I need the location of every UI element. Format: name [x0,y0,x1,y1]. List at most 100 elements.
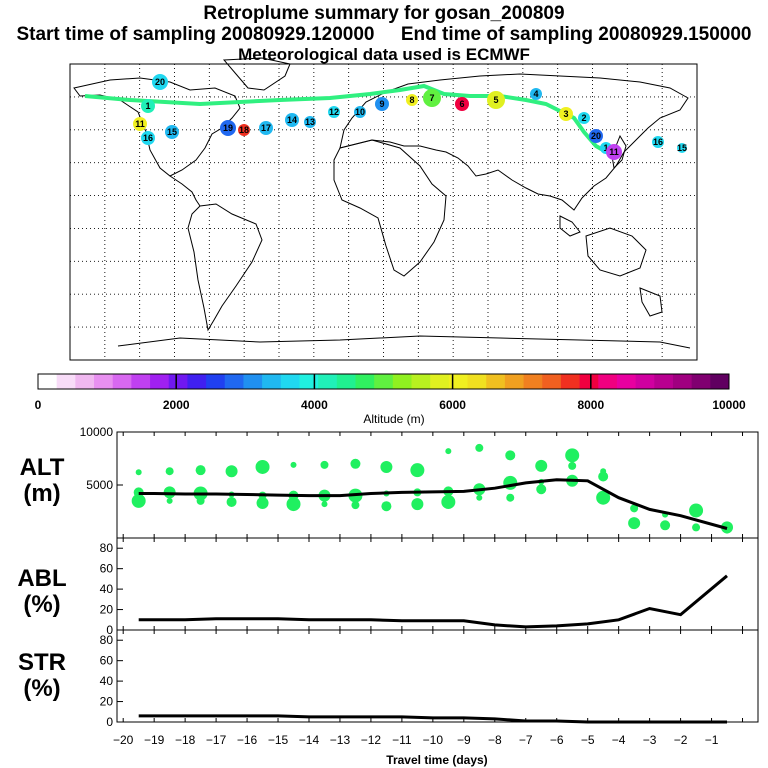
colorbar-tick-label: 8000 [577,398,604,412]
panel-unit: (%) [23,591,60,618]
colorbar-swatch [280,374,300,389]
panel-unit: (m) [23,480,60,507]
coastline-segment [639,287,663,317]
map-marker [375,97,389,111]
x-axis-label: Travel time (days) [386,753,487,767]
x-tick-label: −14 [299,733,320,747]
series-line [138,478,728,530]
x-tick-label: −15 [268,733,289,747]
colorbar-swatch [150,374,170,389]
alt-scatter-point [441,494,456,509]
alt-scatter-point [565,448,580,463]
alt-scatter-point [290,461,297,468]
colorbar-swatch [560,374,581,389]
colorbar-swatch [672,374,693,389]
map-marker [455,97,469,111]
colorbar-swatch [336,374,356,389]
x-tick-label: −17 [206,733,227,747]
colorbar-swatch [94,374,114,389]
map-marker [530,88,542,100]
map-marker-label: 9 [379,99,384,109]
colorbar-swatch [38,374,58,389]
coastline-segment [187,203,263,332]
x-tick-label: −5 [581,733,595,747]
y-tick-label: 40 [100,582,114,596]
panel-frame [116,629,759,723]
colorbar-swatch [579,374,599,389]
map-marker-label: 20 [591,131,601,141]
map-marker [578,112,590,124]
map-marker-label: 12 [329,107,339,117]
map-marker [589,129,603,143]
map-marker-label: 17 [261,123,271,133]
colorbar-tick-label: 2000 [163,398,190,412]
alt-scatter-point [320,460,329,469]
map-marker-label: 3 [563,109,568,119]
panel-label: ABL [17,565,66,592]
colorbar-frame [37,373,730,390]
colorbar-swatch [392,374,413,389]
alt-scatter-point [630,504,639,513]
y-tick-label: 40 [100,674,114,688]
alt-scatter-point [380,460,393,473]
colorbar-tick-label: 10000 [712,398,746,412]
colorbar-swatch [112,374,132,389]
map-marker [133,117,147,131]
panel-frame [116,431,759,539]
colorbar-swatch [635,374,655,389]
map-marker [328,106,340,118]
coastline-segment [222,57,291,91]
map-marker [652,136,664,148]
colorbar-tick-label: 6000 [439,398,466,412]
alt-scatter-point [381,501,392,512]
x-tick-label: −18 [175,733,196,747]
colorbar-swatch [318,374,338,389]
map-marker [423,89,441,107]
alt-scatter-point [505,450,516,461]
map-marker-label: 19 [223,123,233,133]
series-line [138,574,728,629]
x-tick-label: −20 [113,733,134,747]
colorbar-swatch [75,374,95,389]
alt-scatter-point [195,465,206,476]
alt-scatter-point [535,459,548,472]
colorbar-swatch [616,374,637,389]
colorbar-tick-label: 4000 [301,398,328,412]
colorbar-swatch [168,374,188,389]
x-tick-label: −9 [457,733,471,747]
map-marker-label: 15 [167,127,177,137]
colorbar-tick-label: 0 [35,398,42,412]
map-marker [165,125,179,139]
alt-scatter-point [568,461,577,470]
colorbar-swatch [486,374,506,389]
panel-label: STR [18,649,66,676]
map-marker-label: 4 [533,89,538,99]
colorbar-swatch [355,374,375,389]
y-tick-label: 20 [100,603,114,617]
alt-scatter-point [410,463,425,478]
coastline-segment [559,215,581,237]
alt-scatter-point [350,458,361,469]
panel-str: STR(%) [18,629,759,724]
colorbar-swatch [467,374,487,389]
colorbar-swatch [523,374,543,389]
alt-scatter-point [506,493,515,502]
alt-scatter-point [596,490,611,505]
map-marker-label: 18 [239,125,249,135]
colorbar-swatch [691,374,711,389]
alt-scatter-point [598,471,609,482]
alt-scatter-point [476,494,483,501]
colorbar-swatch [374,374,394,389]
x-tick-label: −1 [705,733,719,747]
map-marker [559,107,573,121]
map-marker-label: 11 [135,119,145,129]
coastline-segment [73,77,241,177]
alt-scatter-point [196,496,205,505]
panel-alt: ALT(m) [20,431,759,539]
map-marker-label: 16 [143,133,153,143]
alt-scatter-point [226,496,237,507]
x-tick-label: −10 [423,733,444,747]
alt-scatter-point [286,497,301,512]
alt-scatter-point [321,501,328,508]
